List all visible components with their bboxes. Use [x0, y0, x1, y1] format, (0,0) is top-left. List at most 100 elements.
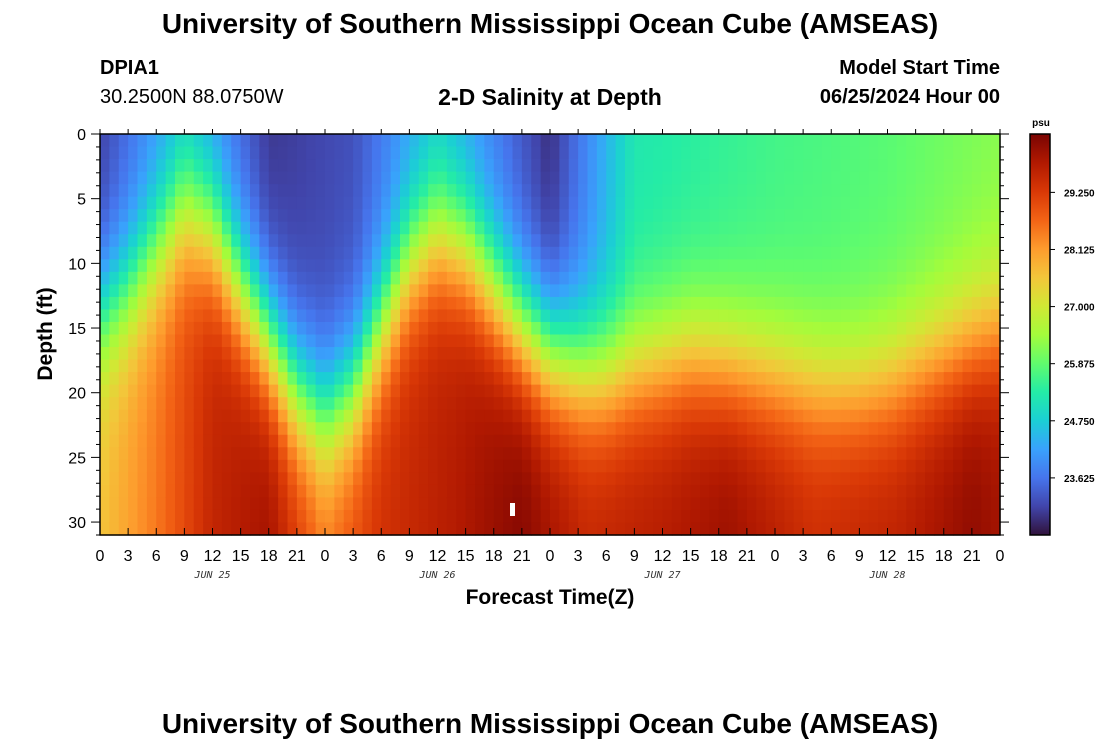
heatmap-cell [718, 134, 729, 148]
heatmap-cell [821, 472, 832, 486]
heatmap-cell [334, 259, 345, 273]
heatmap-cell [709, 372, 720, 386]
heatmap-cell [784, 447, 795, 461]
heatmap-cell [156, 409, 167, 423]
heatmap-cell [784, 409, 795, 423]
heatmap-cell [437, 221, 448, 235]
heatmap-cell [615, 171, 626, 185]
heatmap-cell [156, 234, 167, 248]
heatmap-cell [475, 171, 485, 185]
heatmap-cell [896, 447, 907, 461]
heatmap-cell [615, 484, 626, 499]
heatmap-cell [615, 372, 626, 386]
heatmap-cell [925, 484, 935, 499]
heatmap-cell [578, 434, 589, 448]
heatmap-cell [793, 296, 804, 311]
heatmap-cell [615, 259, 626, 273]
heatmap-cell [990, 246, 1001, 260]
heatmap-cell [962, 321, 973, 336]
heatmap-cell [128, 347, 139, 361]
heatmap-cell [418, 284, 429, 298]
heatmap-cell [896, 522, 907, 536]
heatmap-cell [868, 196, 879, 210]
heatmap-cell [484, 359, 495, 373]
heatmap-cell [231, 284, 242, 298]
heatmap-cell [962, 259, 973, 273]
heatmap-cell [878, 484, 889, 499]
heatmap-cell [887, 372, 898, 386]
heatmap-cell [484, 472, 495, 486]
heatmap-cell [381, 321, 392, 336]
heatmap-cell [409, 434, 420, 448]
heatmap-cell [831, 296, 842, 311]
heatmap-cell [409, 347, 420, 361]
heatmap-cell [812, 271, 823, 285]
heatmap-cell [540, 422, 551, 436]
heatmap-cell [287, 522, 298, 536]
heatmap-cell [925, 334, 935, 348]
heatmap-cell [390, 384, 401, 398]
heatmap-cell [334, 447, 345, 461]
heatmap-cell [437, 497, 448, 511]
heatmap-cell [990, 497, 1001, 511]
heatmap-cell [990, 159, 1001, 173]
heatmap-cell [765, 321, 776, 336]
heatmap-cell [559, 459, 570, 473]
heatmap-cell [390, 509, 401, 524]
heatmap-cell [306, 372, 317, 386]
heatmap-cell [615, 447, 626, 461]
heatmap-cell [578, 184, 589, 198]
heatmap-cell [850, 522, 860, 536]
heatmap-cell [728, 409, 739, 423]
heatmap-cell [681, 246, 692, 260]
heatmap-cell [390, 372, 401, 386]
heatmap-cell [268, 259, 279, 273]
heatmap-cell [390, 284, 401, 298]
heatmap-cell [418, 171, 429, 185]
x-tick-label: 15 [232, 548, 250, 565]
heatmap-cell [812, 497, 823, 511]
heatmap-cell [587, 359, 598, 373]
heatmap-cell [146, 134, 157, 148]
heatmap-cell [231, 234, 242, 248]
heatmap-cell [231, 459, 242, 473]
heatmap-cell [493, 497, 504, 511]
heatmap-cell [212, 171, 223, 185]
heatmap-cell [296, 284, 307, 298]
heatmap-cell [971, 497, 982, 511]
heatmap-cell [325, 522, 335, 536]
heatmap-cell [643, 296, 654, 311]
heatmap-cell [718, 334, 729, 348]
heatmap-cell [634, 184, 645, 198]
heatmap-cell [653, 447, 664, 461]
heatmap-cell [381, 284, 392, 298]
heatmap-cell [128, 372, 139, 386]
y-tick-label: 5 [77, 192, 86, 209]
heatmap-cell [371, 321, 382, 336]
heatmap-cell [325, 372, 335, 386]
heatmap-cell [484, 221, 495, 235]
heatmap-cell [418, 409, 429, 423]
heatmap-cell [578, 422, 589, 436]
heatmap-cell [990, 309, 1001, 323]
heatmap-cell [475, 209, 485, 223]
heatmap-cell [437, 259, 448, 273]
heatmap-cell [840, 409, 851, 423]
heatmap-cell [540, 171, 551, 185]
heatmap-cell [728, 296, 739, 311]
heatmap-cell [156, 434, 167, 448]
heatmap-cell [437, 359, 448, 373]
heatmap-cell [728, 221, 739, 235]
heatmap-cell [925, 184, 935, 198]
heatmap-cell [887, 347, 898, 361]
heatmap-cell [990, 434, 1001, 448]
heatmap-cell [971, 472, 982, 486]
heatmap-cell [868, 472, 879, 486]
heatmap-cell [653, 271, 664, 285]
heatmap-cell [878, 359, 889, 373]
heatmap-cell [728, 447, 739, 461]
heatmap-cell [212, 196, 223, 210]
heatmap-cell [493, 271, 504, 285]
heatmap-cell [334, 497, 345, 511]
heatmap-cell [156, 296, 167, 311]
